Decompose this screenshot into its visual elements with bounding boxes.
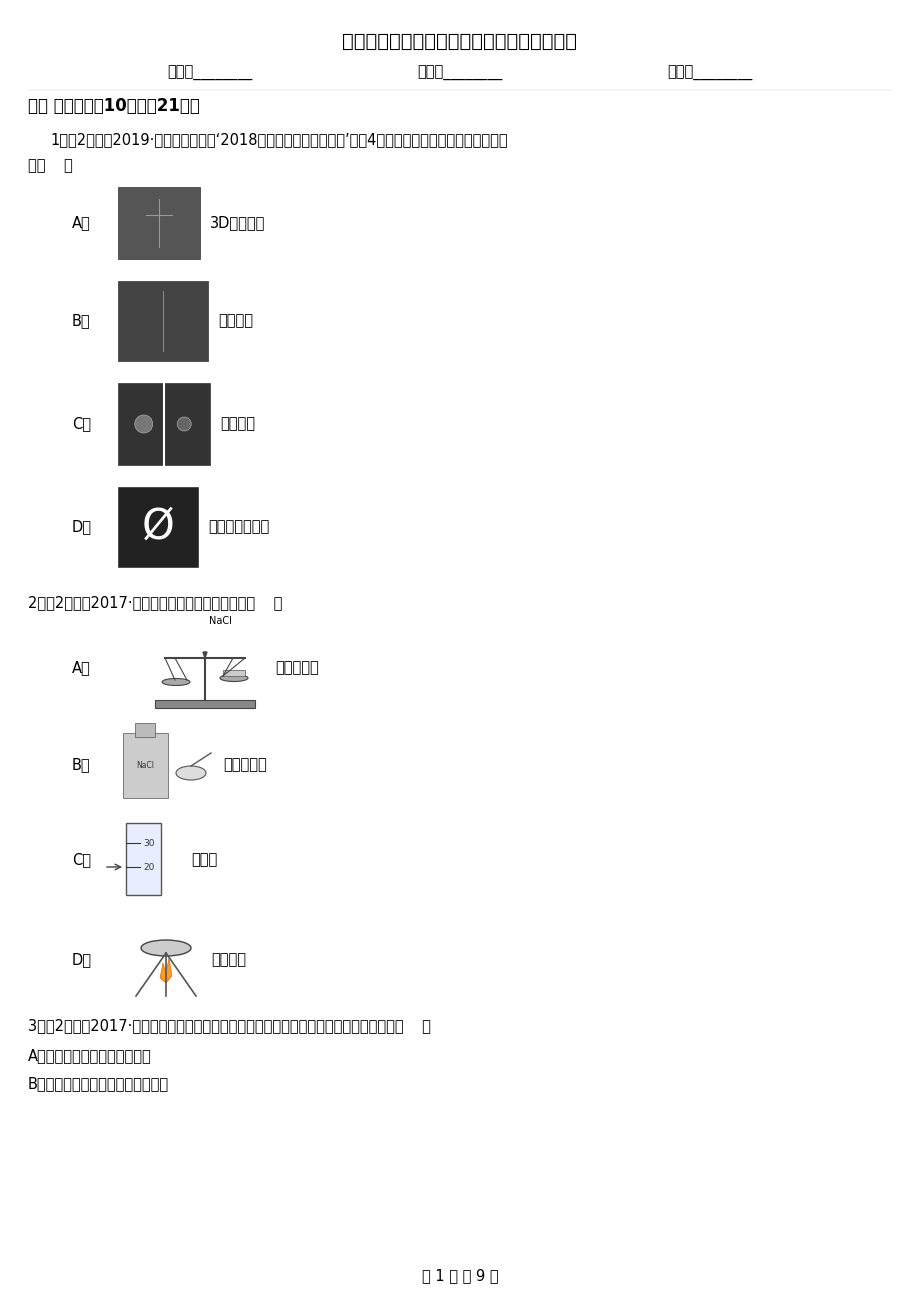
Text: D．: D．: [72, 953, 92, 967]
Text: 取用氯化钓: 取用氯化钓: [222, 758, 267, 772]
Text: 30: 30: [142, 838, 154, 848]
Text: 蝲发滤液: 蝲发滤液: [210, 953, 245, 967]
Text: A．活性炭可以吸附水中的异味: A．活性炭可以吸附水中的异味: [28, 1048, 152, 1062]
Text: D．: D．: [72, 519, 92, 535]
Ellipse shape: [134, 415, 153, 434]
Text: B．生活中常用煮永的方法软化硬水: B．生活中常用煮永的方法软化硬水: [28, 1075, 169, 1091]
Ellipse shape: [162, 678, 190, 685]
Text: Ø: Ø: [142, 506, 175, 548]
Ellipse shape: [141, 940, 191, 956]
Text: 第 1 页 八 9 页: 第 1 页 八 9 页: [421, 1268, 498, 1282]
Ellipse shape: [176, 766, 206, 780]
Ellipse shape: [220, 674, 248, 681]
Text: 人造胚胎: 人造胚胎: [220, 417, 255, 431]
Bar: [118, 487, 198, 566]
Text: 称量氯化钓: 称量氯化钓: [275, 660, 318, 676]
Text: 20: 20: [142, 862, 154, 871]
Text: 人工智能: 人工智能: [218, 314, 253, 328]
Polygon shape: [203, 652, 207, 658]
Ellipse shape: [177, 417, 191, 431]
Bar: [126, 823, 161, 894]
Text: 菏泽市九年级下学期化学第一次模拟测试试卷: 菏泽市九年级下学期化学第一次模拟测试试卷: [342, 33, 577, 51]
Polygon shape: [160, 958, 172, 983]
Text: 零碳天然气发电: 零碳天然气发电: [208, 519, 269, 535]
Text: 量取水: 量取水: [191, 853, 217, 867]
Bar: [135, 723, 154, 737]
Bar: [123, 733, 168, 798]
Text: 班级：________: 班级：________: [417, 66, 502, 81]
Bar: [118, 187, 199, 259]
Text: 是（    ）: 是（ ）: [28, 158, 73, 173]
Text: C．: C．: [72, 853, 91, 867]
Text: C．: C．: [72, 417, 91, 431]
Bar: [222, 671, 244, 676]
Text: A．: A．: [72, 216, 91, 230]
Text: A．: A．: [72, 660, 91, 676]
Text: B．: B．: [72, 758, 91, 772]
Text: 3D打印技术: 3D打印技术: [210, 216, 265, 230]
Text: NaCl: NaCl: [136, 760, 153, 769]
Text: 姓名：________: 姓名：________: [167, 66, 253, 81]
Text: 成绩：________: 成绩：________: [666, 66, 752, 81]
Text: 1．（2分）（2019·兰州模拟）下列‘2018年全球十大突破性技术’中的4项，其中与化学学科关系最密切的: 1．（2分）（2019·兰州模拟）下列‘2018年全球十大突破性技术’中的4项，…: [50, 132, 507, 147]
Text: 2．（2分）（2017·漯水模拟）下列操作正确的是（    ）: 2．（2分）（2017·漯水模拟）下列操作正确的是（ ）: [28, 595, 282, 611]
Text: 一、 选择题（入10题；入21分）: 一、 选择题（入10题；入21分）: [28, 98, 199, 115]
Bar: [154, 700, 255, 708]
Text: NaCl: NaCl: [209, 616, 232, 626]
Bar: [118, 383, 210, 465]
Text: 3．（2分）（2017·长沙）水与人类的生产生活息息相关，下列有关水的说法不正确的是（    ）: 3．（2分）（2017·长沙）水与人类的生产生活息息相关，下列有关水的说法不正确…: [28, 1018, 430, 1032]
Bar: [118, 281, 208, 361]
Text: B．: B．: [72, 314, 91, 328]
